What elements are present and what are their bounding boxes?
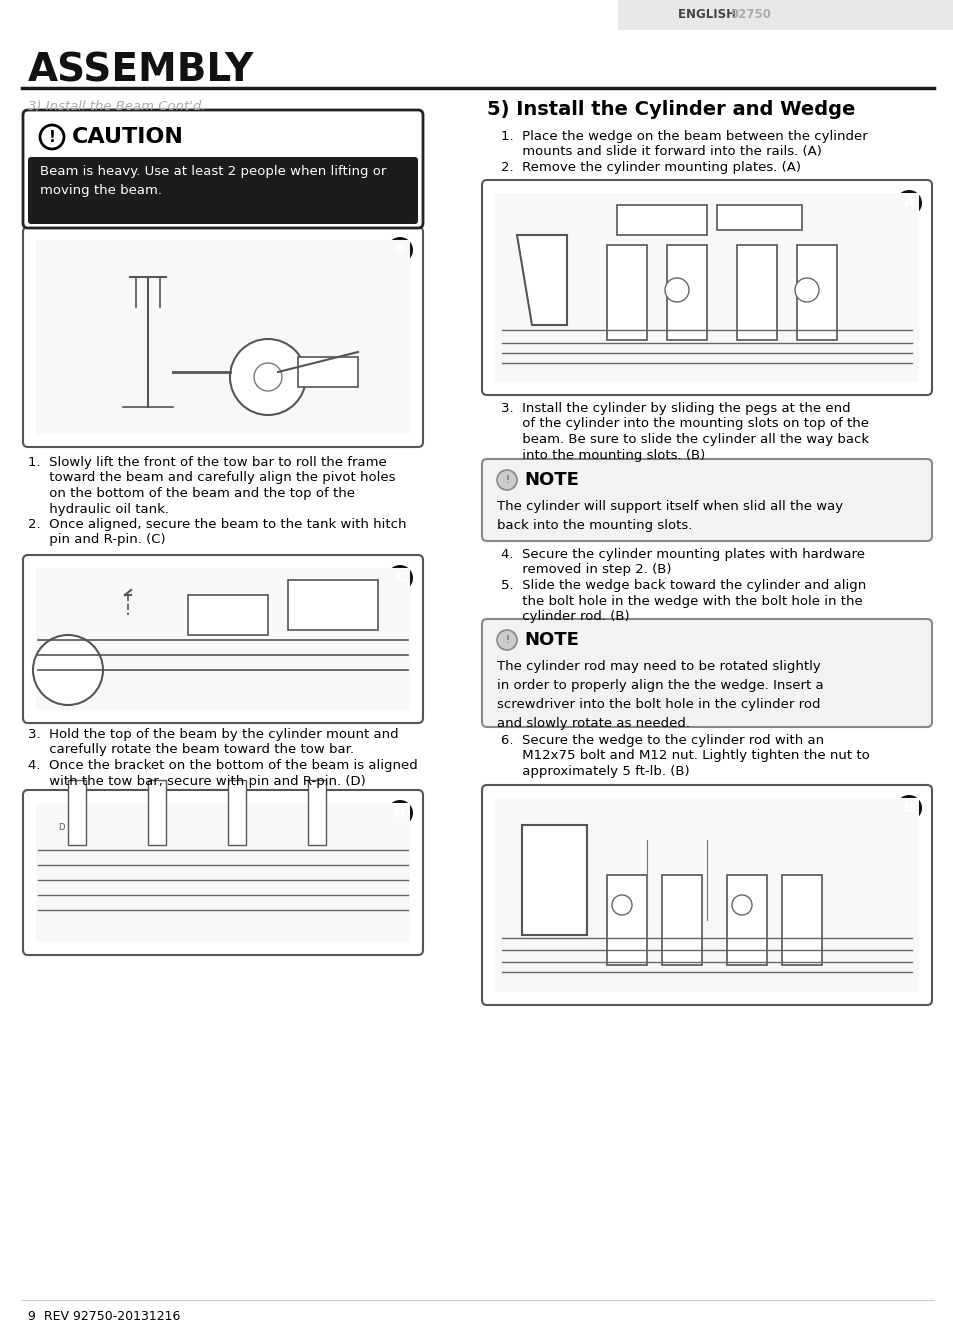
Text: 1.  Place the wedge on the beam between the cylinder: 1. Place the wedge on the beam between t… (500, 130, 867, 144)
Text: mounts and slide it forward into the rails. (A): mounts and slide it forward into the rai… (500, 145, 821, 158)
Bar (68, 780, 86, 845)
Text: ENGLISH: ENGLISH (678, 8, 740, 21)
Bar (521, 825, 586, 935)
Text: the bolt hole in the wedge with the bolt hole in the: the bolt hole in the wedge with the bolt… (500, 595, 862, 608)
Circle shape (794, 278, 818, 302)
Text: B: B (395, 243, 405, 258)
Bar (618, 0, 953, 30)
Text: removed in step 2. (B): removed in step 2. (B) (500, 564, 671, 577)
Text: with the tow bar, secure with pin and R-pin. (D): with the tow bar, secure with pin and R-… (28, 774, 365, 788)
Circle shape (612, 895, 631, 915)
Text: D: D (394, 807, 405, 820)
Circle shape (497, 629, 517, 650)
Bar (36, 568, 410, 710)
Text: Beam is heavy. Use at least 2 people when lifting or
moving the beam.: Beam is heavy. Use at least 2 people whe… (40, 165, 386, 197)
FancyBboxPatch shape (23, 556, 422, 723)
Circle shape (664, 278, 688, 302)
Text: D: D (58, 823, 65, 832)
Circle shape (387, 238, 413, 263)
Text: toward the beam and carefully align the pivot holes: toward the beam and carefully align the … (28, 471, 395, 484)
Circle shape (253, 362, 282, 391)
Text: approximately 5 ft-lb. (B): approximately 5 ft-lb. (B) (500, 765, 689, 778)
Text: into the mounting slots. (B): into the mounting slots. (B) (500, 448, 704, 462)
Text: 2.  Once aligned, secure the beam to the tank with hitch: 2. Once aligned, secure the beam to the … (28, 518, 406, 531)
Circle shape (40, 125, 64, 149)
FancyBboxPatch shape (481, 180, 931, 395)
FancyBboxPatch shape (23, 227, 422, 447)
Text: The cylinder will support itself when slid all the way
back into the mounting sl: The cylinder will support itself when sl… (497, 501, 842, 531)
Text: 9  REV 92750-20131216: 9 REV 92750-20131216 (28, 1310, 180, 1323)
Text: 6.  Secure the wedge to the cylinder rod with an: 6. Secure the wedge to the cylinder rod … (500, 734, 823, 747)
Text: 92750: 92750 (729, 8, 770, 21)
Text: cylinder rod. (B): cylinder rod. (B) (500, 611, 629, 623)
Bar (36, 240, 410, 433)
Text: C: C (395, 570, 405, 585)
Text: ASSEMBLY: ASSEMBLY (28, 51, 254, 89)
Text: NOTE: NOTE (523, 631, 578, 650)
Text: of the cylinder into the mounting slots on top of the: of the cylinder into the mounting slots … (500, 417, 868, 431)
Text: 2.  Remove the cylinder mounting plates. (A): 2. Remove the cylinder mounting plates. … (500, 161, 801, 174)
Bar (661, 875, 701, 965)
Text: The cylinder rod may need to be rotated slightly
in order to properly align the : The cylinder rod may need to be rotated … (497, 660, 822, 730)
Text: 3.  Hold the top of the beam by the cylinder mount and: 3. Hold the top of the beam by the cylin… (28, 727, 398, 741)
Bar (796, 246, 836, 340)
Text: CAUTION: CAUTION (71, 127, 184, 148)
Bar (726, 875, 766, 965)
Bar (30, 118, 415, 157)
Text: 3) Install the Beam Cont'd.: 3) Install the Beam Cont'd. (28, 101, 205, 113)
Circle shape (387, 800, 413, 825)
Bar (606, 246, 646, 340)
Circle shape (497, 470, 517, 490)
FancyBboxPatch shape (481, 619, 931, 727)
Text: 5.  Slide the wedge back toward the cylinder and align: 5. Slide the wedge back toward the cylin… (500, 578, 865, 592)
Bar (737, 246, 776, 340)
Circle shape (731, 895, 751, 915)
Bar (148, 780, 166, 845)
Bar (288, 580, 377, 629)
Bar (297, 357, 357, 386)
Bar (495, 193, 918, 382)
Bar (308, 780, 326, 845)
Text: A: A (902, 196, 913, 209)
Text: 1.  Slowly lift the front of the tow bar to roll the frame: 1. Slowly lift the front of the tow bar … (28, 456, 386, 468)
Text: 4.  Secure the cylinder mounting plates with hardware: 4. Secure the cylinder mounting plates w… (500, 548, 864, 561)
Circle shape (33, 635, 103, 705)
Bar (617, 205, 706, 235)
Circle shape (387, 565, 413, 590)
Text: 5) Install the Cylinder and Wedge: 5) Install the Cylinder and Wedge (486, 101, 855, 119)
Polygon shape (517, 235, 566, 325)
Text: carefully rotate the beam toward the tow bar.: carefully rotate the beam toward the tow… (28, 743, 354, 757)
Bar (36, 803, 410, 942)
Bar (717, 205, 801, 229)
FancyBboxPatch shape (23, 790, 422, 956)
Bar (781, 875, 821, 965)
Text: 4.  Once the bracket on the bottom of the beam is aligned: 4. Once the bracket on the bottom of the… (28, 760, 417, 772)
Text: NOTE: NOTE (523, 471, 578, 488)
Bar (188, 595, 268, 635)
FancyBboxPatch shape (28, 157, 417, 224)
Text: !: ! (49, 129, 55, 145)
Circle shape (230, 340, 306, 415)
Text: !: ! (504, 635, 508, 646)
Bar (666, 246, 706, 340)
Text: 3.  Install the cylinder by sliding the pegs at the end: 3. Install the cylinder by sliding the p… (500, 403, 850, 415)
Bar (606, 875, 646, 965)
Circle shape (895, 191, 921, 216)
FancyBboxPatch shape (481, 459, 931, 541)
Text: M12x75 bolt and M12 nut. Lightly tighten the nut to: M12x75 bolt and M12 nut. Lightly tighten… (500, 749, 869, 762)
FancyBboxPatch shape (23, 110, 422, 228)
Text: !: ! (504, 475, 508, 484)
Text: B: B (902, 801, 913, 815)
FancyBboxPatch shape (481, 785, 931, 1005)
Text: pin and R-pin. (C): pin and R-pin. (C) (28, 534, 166, 546)
Text: hydraulic oil tank.: hydraulic oil tank. (28, 502, 169, 515)
Bar (228, 780, 246, 845)
Text: beam. Be sure to slide the cylinder all the way back: beam. Be sure to slide the cylinder all … (500, 433, 868, 446)
Text: on the bottom of the beam and the top of the: on the bottom of the beam and the top of… (28, 487, 355, 501)
Circle shape (895, 794, 921, 821)
Bar (495, 798, 918, 992)
